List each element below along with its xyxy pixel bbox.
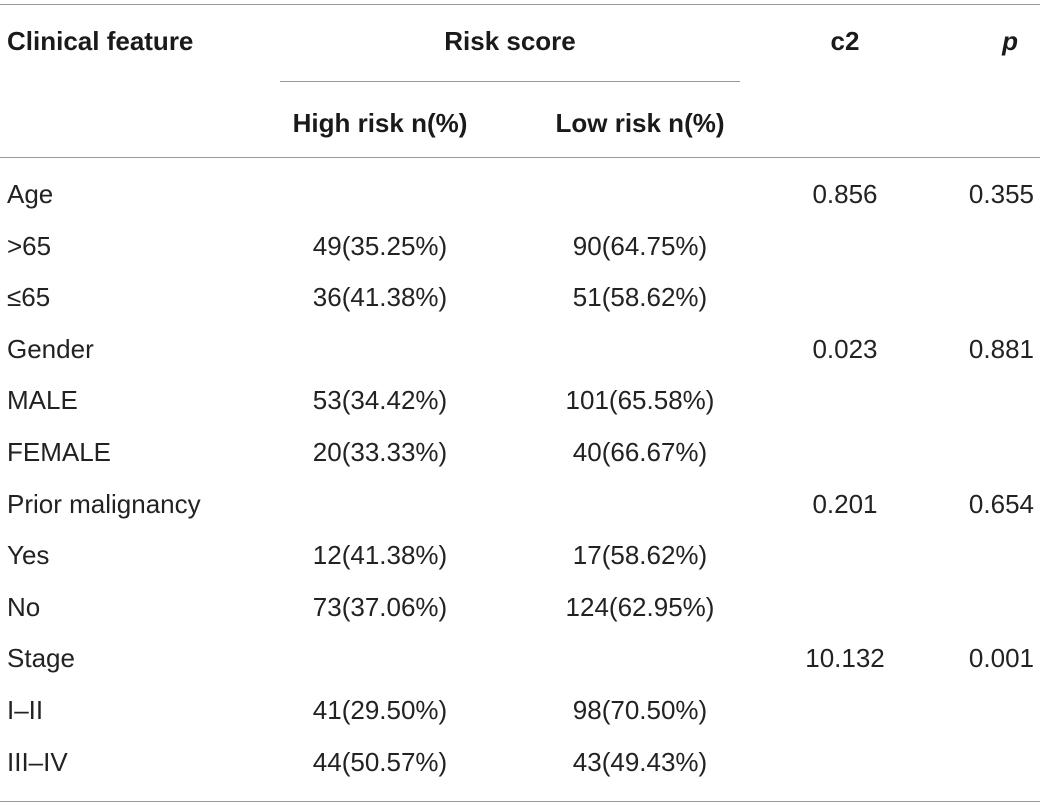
row-low-risk: 51(58.62%) [572, 282, 708, 313]
row-high-risk: 73(37.06%) [312, 591, 448, 622]
row-feature: Prior malignancy [7, 488, 201, 519]
row-p: 0.355 [968, 179, 1034, 209]
row-feature: No [7, 591, 41, 622]
row-c2: 10.132 [805, 643, 885, 674]
risk-score-subrule [280, 81, 740, 82]
row-feature: MALE [7, 385, 78, 416]
row-p: 0.001 [968, 643, 1034, 674]
header-risk-score: Risk score [444, 26, 576, 56]
row-high-risk: 53(34.42%) [312, 385, 448, 416]
header-c2: c2 [830, 26, 860, 56]
row-high-risk: 20(33.33%) [312, 437, 448, 467]
header-p: p [1002, 26, 1018, 56]
header-low-risk: Low risk n(%) [555, 108, 725, 138]
row-low-risk: 90(64.75%) [572, 230, 708, 261]
row-c2: 0.023 [812, 333, 878, 364]
header-clinical-feature: Clinical feature [7, 26, 194, 56]
row-low-risk: 98(70.50%) [572, 695, 708, 725]
row-high-risk: 36(41.38%) [312, 282, 448, 313]
row-high-risk: 49(35.25%) [312, 230, 448, 261]
row-feature: >65 [7, 230, 52, 261]
header-high-risk: High risk n(%) [292, 108, 468, 138]
table-top-rule [0, 4, 1040, 5]
row-low-risk: 43(49.43%) [572, 746, 708, 777]
table-bottom-rule [0, 801, 1040, 802]
row-c2: 0.856 [812, 179, 878, 209]
row-high-risk: 12(41.38%) [312, 540, 448, 571]
row-feature: FEMALE [7, 437, 112, 467]
row-low-risk: 124(62.95%) [565, 591, 715, 622]
row-feature: Gender [7, 333, 94, 364]
header-bottom-rule [0, 157, 1040, 158]
row-low-risk: 101(65.58%) [565, 385, 715, 416]
row-c2: 0.201 [812, 488, 878, 519]
row-feature: III–IV [7, 746, 68, 777]
row-feature: Age [7, 179, 54, 209]
row-high-risk: 44(50.57%) [312, 746, 448, 777]
row-high-risk: 41(29.50%) [312, 695, 448, 725]
row-p: 0.881 [968, 333, 1034, 364]
row-feature: ≤65 [7, 282, 51, 313]
row-feature: I–II [7, 695, 44, 725]
row-feature: Stage [7, 643, 75, 674]
row-low-risk: 17(58.62%) [572, 540, 708, 571]
row-p: 0.654 [968, 488, 1034, 519]
row-feature: Yes [7, 540, 50, 571]
row-low-risk: 40(66.67%) [572, 437, 708, 467]
